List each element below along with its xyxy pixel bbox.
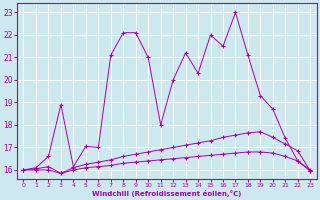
X-axis label: Windchill (Refroidissement éolien,°C): Windchill (Refroidissement éolien,°C) <box>92 190 242 197</box>
